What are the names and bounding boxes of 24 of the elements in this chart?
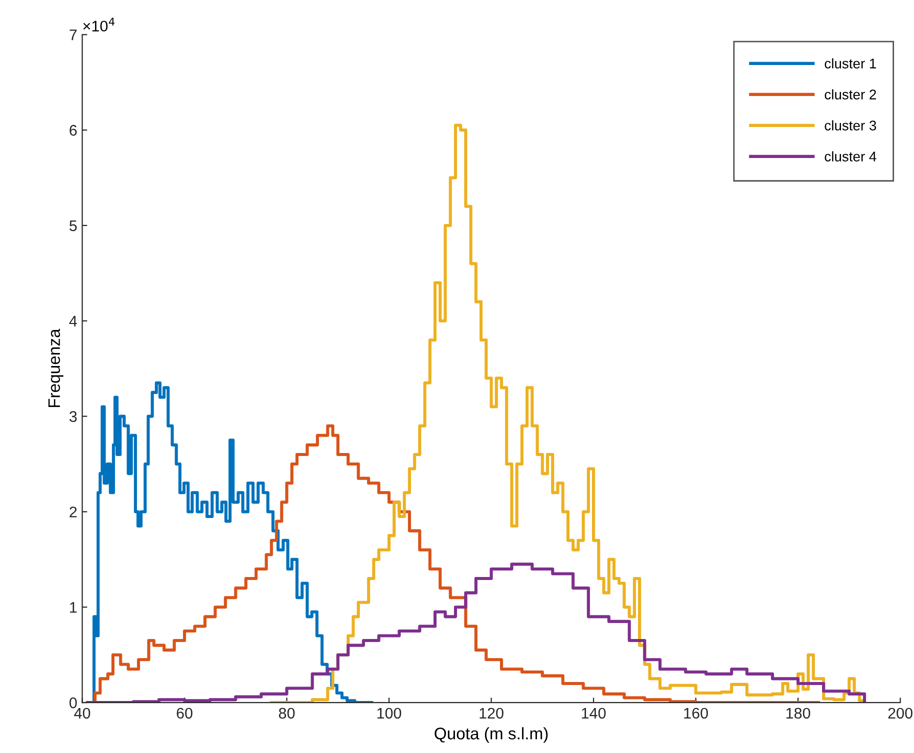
y-tick-label: 2 [70,506,77,518]
y-tick-label: 1 [70,602,77,613]
x-tick-label: 160 [684,708,708,719]
text: ×10$^{4}$ [83,18,115,32]
y-axis-title: Frequenza [48,328,64,408]
x-tick-label: 200 [888,708,912,719]
legend-label: cluster 3 [824,120,876,130]
y-tick-label: 3 [69,411,77,422]
x-axis-title: Quota (m s.l.m) [434,727,548,743]
x-tick-label: 80 [278,708,295,719]
x-tick-label: 40 [74,708,90,719]
y-tick-label: 6 [70,124,77,136]
y-tick-label: 7 [70,30,77,40]
legend-label: cluster 1 [824,58,876,68]
x-tick-label: 180 [786,708,810,719]
x-tick-label: 60 [176,708,192,719]
y-tick-label: 4 [69,316,77,326]
x-tick-label: 140 [582,708,606,719]
legend-label: cluster 4 [824,151,876,162]
legend-label: cluster 2 [824,89,876,100]
x-tick-label: 100 [377,708,402,719]
x-tick-label: 120 [480,708,504,719]
y-tick-label: 5 [70,220,77,232]
y-tick-label: 0 [70,697,77,708]
